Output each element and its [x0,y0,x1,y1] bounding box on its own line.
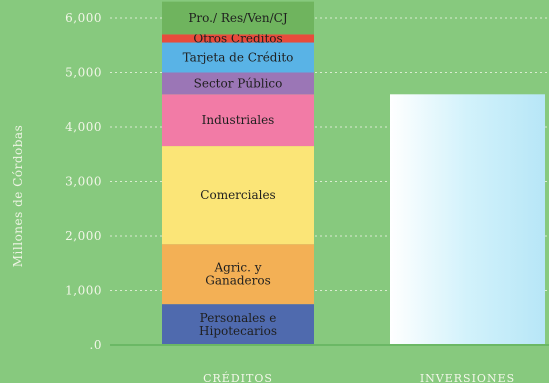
y-tick-label: 1,000 [65,284,102,298]
bar-segment [162,146,314,245]
x-axis-categories: CRÉDITOS INVERSIONES [203,371,515,383]
y-axis-label: Millones de Córdobas [11,125,25,267]
segment-label: Pro./ Res/Ven/CJ [188,11,287,25]
bar-segment [162,94,314,147]
bar-inversiones [390,94,545,345]
y-tick-label: .0 [90,338,102,352]
bar-segment [162,244,314,305]
segment-label: Personales e Hipotecarios [199,311,277,338]
bar-segment [162,34,314,43]
segment-label: Agric. y Ganaderos [205,261,271,288]
bar-segment [162,72,314,95]
segment-label: Tarjeta de Crédito [183,51,294,65]
y-tick-label: 2,000 [65,229,102,243]
bars: Personales e Hipotecarios Agric. y Ganadero… [162,1,545,345]
x-category-label: INVERSIONES [420,372,515,383]
bar-segment [162,42,314,73]
y-tick-label: 5,000 [65,66,102,80]
y-tick-label: 3,000 [65,175,102,189]
y-tick-label: 6,000 [65,11,102,25]
y-tick-label: 4,000 [65,120,102,134]
segment-label: Comerciales [200,188,275,202]
y-axis-ticks: .0 1,000 2,000 3,000 4,000 5,000 6,000 [65,11,102,352]
bar-segment [162,1,314,35]
x-category-label: CRÉDITOS [203,371,273,383]
bar-segment [162,304,314,345]
segment-label: Industriales [202,113,275,127]
segment-label: Otros Créditos [193,31,282,45]
segment-label: Sector Público [194,76,283,90]
